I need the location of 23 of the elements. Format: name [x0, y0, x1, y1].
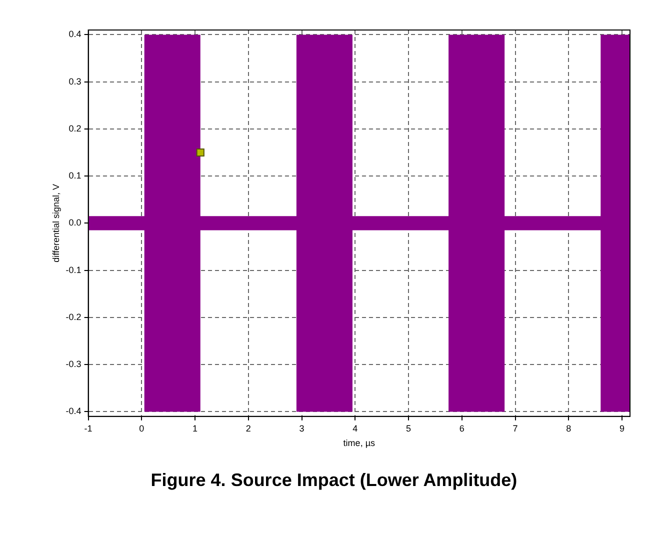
y-tick-label: 0.0: [68, 218, 82, 228]
y-tick-label: -0.2: [66, 312, 82, 322]
y-tick-label: 0.2: [68, 123, 82, 134]
y-axis-title: differential signal, V: [50, 184, 61, 262]
y-tick-label: 0.1: [68, 170, 82, 181]
x-tick-label: -1: [84, 423, 92, 434]
y-tick-label: -0.1: [66, 264, 82, 275]
x-tick-label: 9: [619, 423, 625, 434]
text: Figure 4. Source Impact (Lower Amplitude): [150, 470, 518, 491]
x-tick-label: 7: [512, 423, 518, 434]
x-axis-title: time, µs: [343, 438, 376, 448]
y-tick-label: 0.3: [68, 76, 82, 86]
x-tick-label: 2: [246, 423, 251, 434]
x-tick-label: 1: [192, 423, 198, 434]
y-tick-label: -0.4: [66, 406, 82, 416]
x-tick-label: 4: [352, 423, 358, 434]
y-tick-label: -0.3: [66, 359, 82, 370]
y-tick-label: 0.4: [68, 29, 82, 40]
x-tick-label: 6: [459, 423, 464, 434]
x-tick-label: 3: [299, 423, 304, 434]
x-tick-label: 5: [406, 423, 412, 434]
x-tick-label: 0: [139, 423, 144, 434]
x-tick-label: 8: [566, 423, 572, 434]
